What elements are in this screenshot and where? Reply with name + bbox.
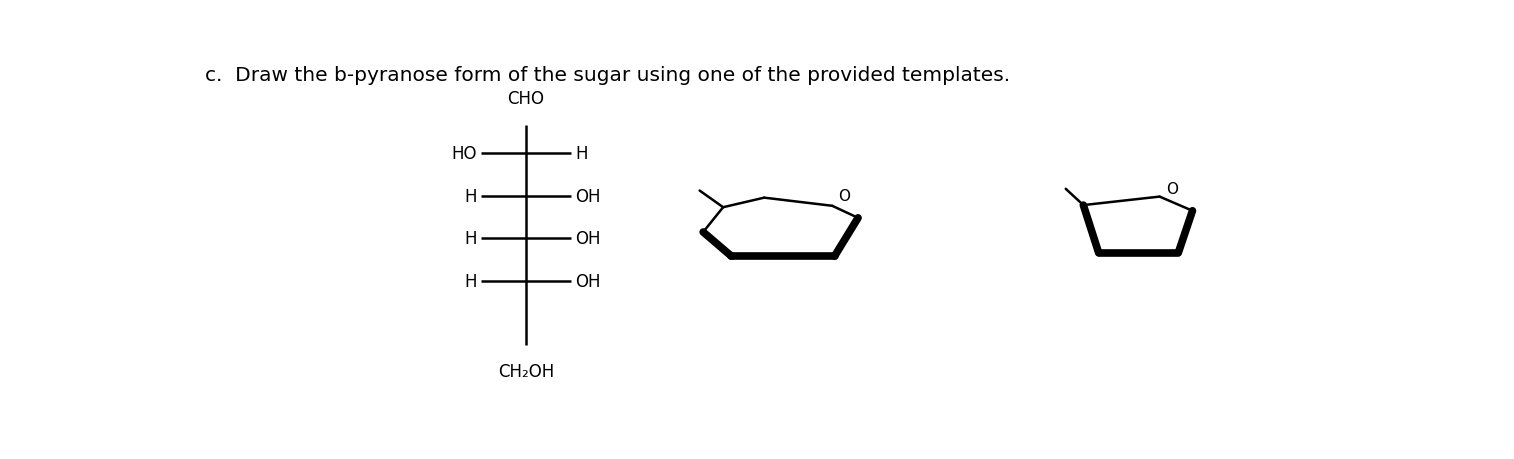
Text: H: H xyxy=(465,230,477,248)
Text: c.  Draw the b-pyranose form of the sugar using one of the provided templates.: c. Draw the b-pyranose form of the sugar… xyxy=(204,66,1010,84)
Text: H: H xyxy=(465,187,477,206)
Text: H: H xyxy=(465,272,477,290)
Text: OH: OH xyxy=(575,187,601,206)
Text: H: H xyxy=(575,145,587,163)
Text: O: O xyxy=(1166,181,1178,196)
Text: CH₂OH: CH₂OH xyxy=(498,363,554,381)
Text: HO: HO xyxy=(451,145,477,163)
Text: OH: OH xyxy=(575,230,601,248)
Text: O: O xyxy=(837,189,849,204)
Text: OH: OH xyxy=(575,272,601,290)
Text: CHO: CHO xyxy=(507,90,545,108)
